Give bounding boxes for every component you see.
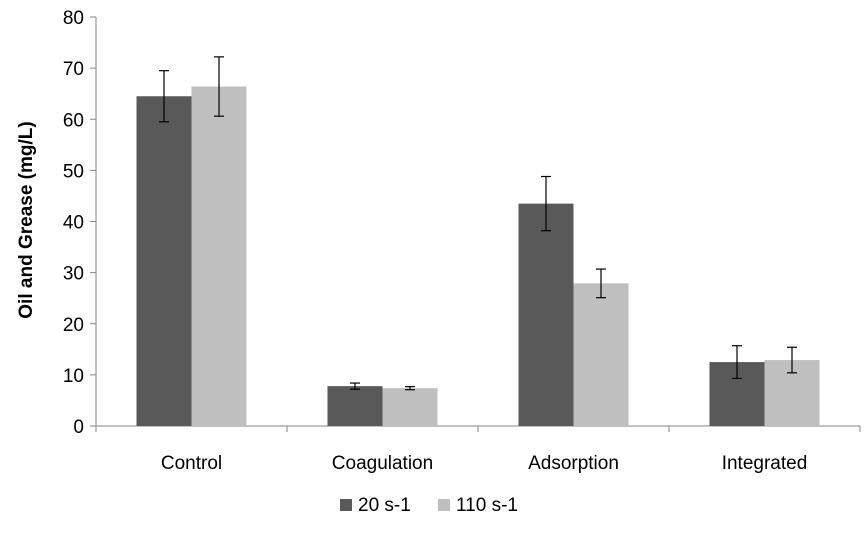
x-tick-label: Integrated	[722, 453, 808, 474]
x-tick-label: Coagulation	[332, 453, 433, 474]
bar	[518, 203, 574, 426]
bar	[191, 86, 247, 426]
bar	[327, 386, 383, 426]
legend-label: 110 s-1	[456, 495, 518, 516]
y-tick-label: 30	[63, 264, 84, 285]
legend-swatch	[340, 499, 352, 511]
bars	[136, 86, 820, 427]
bar	[573, 283, 629, 426]
y-axis-label: Oil and Grease (mg/L)	[16, 121, 37, 318]
y-tick-label: 40	[63, 213, 84, 234]
x-tick-label: Adsorption	[528, 453, 619, 474]
legend: 20 s-1 110 s-1	[340, 495, 518, 516]
axes: 0 10 20 30 40 50 60 70 80 Control Coagulation Adsor…	[63, 8, 861, 474]
y-tick-label: 70	[63, 59, 84, 80]
y-tick-label: 10	[63, 366, 84, 387]
error-bars	[159, 56, 797, 391]
legend-swatch	[438, 499, 450, 511]
y-tick-label: 50	[63, 161, 84, 182]
y-tick-label: 60	[63, 110, 84, 131]
y-tick-label: 80	[63, 8, 84, 29]
bar	[136, 96, 192, 427]
y-tick-label: 20	[63, 315, 84, 336]
bar	[382, 388, 438, 426]
x-tick-label: Control	[161, 453, 222, 474]
y-tick-label: 0	[73, 417, 84, 438]
legend-label: 20 s-1	[358, 495, 411, 516]
